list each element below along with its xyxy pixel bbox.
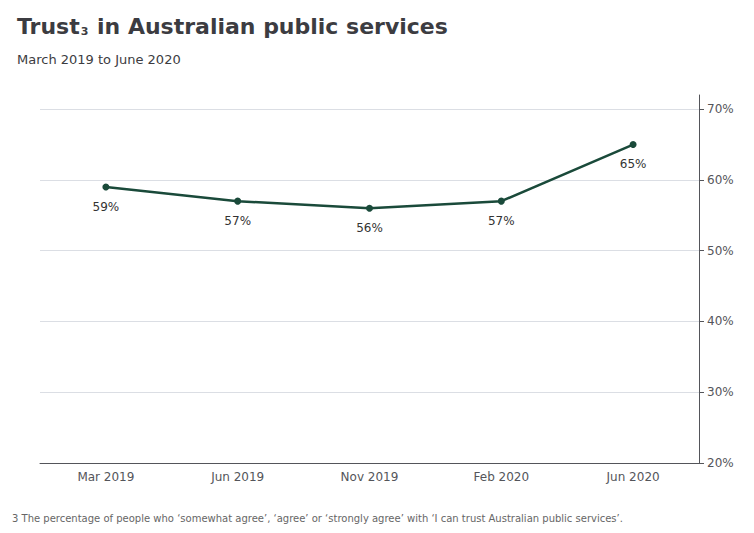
svg-text:57%: 57% <box>224 214 251 228</box>
svg-text:March 2019 to June 2020: March 2019 to June 2020 <box>17 52 181 67</box>
svg-text:Nov 2019: Nov 2019 <box>341 470 399 484</box>
svg-text:56%: 56% <box>356 221 383 235</box>
svg-text:50%: 50% <box>707 244 734 258</box>
svg-text:57%: 57% <box>488 214 515 228</box>
svg-text:Trust: Trust <box>17 14 80 39</box>
svg-text:30%: 30% <box>707 385 734 399</box>
svg-text:20%: 20% <box>707 456 734 470</box>
svg-text:Jun 2020: Jun 2020 <box>606 470 660 484</box>
svg-text:59%: 59% <box>93 200 120 214</box>
svg-text:3 The percentage of people who: 3 The percentage of people who ‘somewhat… <box>12 513 623 524</box>
svg-text:70%: 70% <box>707 102 734 116</box>
svg-text:Mar 2019: Mar 2019 <box>77 470 134 484</box>
svg-text:65%: 65% <box>620 157 647 171</box>
svg-text:in Australian public services: in Australian public services <box>89 14 448 39</box>
svg-text:3: 3 <box>81 25 89 38</box>
svg-text:60%: 60% <box>707 173 734 187</box>
svg-text:Feb 2020: Feb 2020 <box>473 470 529 484</box>
svg-text:Jun 2019: Jun 2019 <box>210 470 264 484</box>
svg-text:40%: 40% <box>707 314 734 328</box>
